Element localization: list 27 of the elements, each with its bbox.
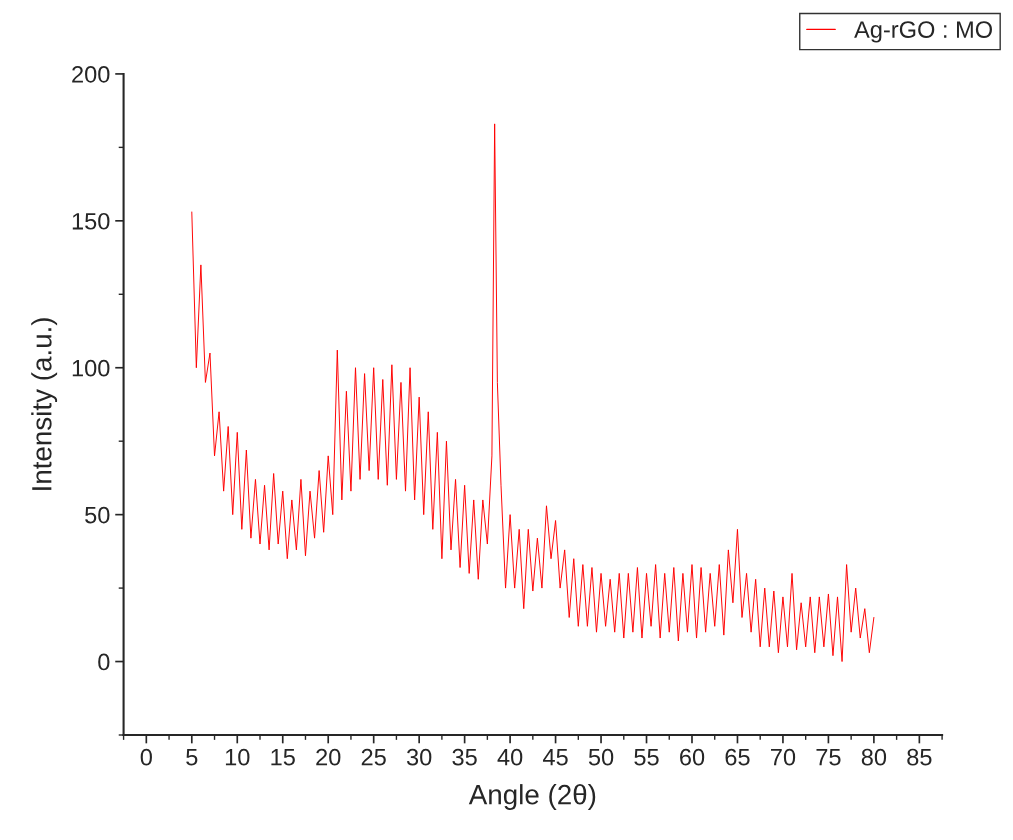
y-tick-label: 200	[72, 65, 110, 83]
x-tick-label: 10	[225, 748, 250, 766]
x-tick-label: 80	[861, 748, 887, 766]
x-tick-label: 15	[271, 749, 295, 766]
y-tick-label: 100	[72, 359, 110, 377]
x-tick-label: 60	[680, 748, 705, 766]
x-tick-label: 40	[497, 748, 523, 766]
x-tick-label: 50	[588, 748, 614, 766]
legend-label: Ag-rGO : MO	[854, 21, 992, 43]
y-tick-label: 0	[98, 653, 110, 671]
x-tick-label: 30	[406, 748, 432, 766]
x-tick-label: 75	[816, 749, 841, 766]
x-tick-label: 25	[361, 748, 386, 766]
y-tick-label: 50	[85, 506, 110, 524]
line-series	[191, 123, 875, 663]
x-tick-label: 45	[542, 749, 568, 766]
x-tick-label: 55	[634, 749, 659, 766]
x-tick-label: 65	[725, 748, 750, 766]
x-tick-label: 20	[316, 748, 341, 766]
x-tick-label: 35	[452, 748, 477, 766]
x-tick-label: 5	[186, 749, 198, 766]
x-tick-label: 0	[140, 748, 152, 766]
x-axis-title: Angle (2θ)	[468, 784, 596, 810]
y-tick-label: 150	[72, 212, 110, 230]
y-axis-title: Intensity (a.u.)	[31, 318, 58, 490]
x-tick-label: 70	[771, 748, 796, 766]
x-tick-label: 85	[907, 748, 932, 766]
